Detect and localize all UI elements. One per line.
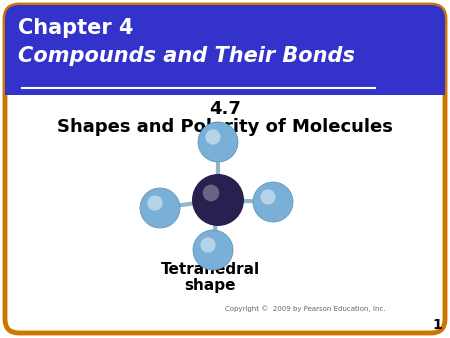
FancyBboxPatch shape — [5, 5, 445, 95]
Bar — [5, 79, 445, 95]
Text: Copyright ©  2009 by Pearson Education, Inc.: Copyright © 2009 by Pearson Education, I… — [225, 305, 385, 312]
Circle shape — [200, 237, 216, 252]
Text: 1: 1 — [432, 318, 442, 332]
Text: Compounds and Their Bonds: Compounds and Their Bonds — [18, 46, 355, 66]
Text: shape: shape — [184, 278, 236, 293]
Circle shape — [205, 129, 220, 145]
Circle shape — [193, 230, 233, 270]
Circle shape — [140, 188, 180, 228]
Circle shape — [192, 174, 244, 226]
FancyBboxPatch shape — [5, 5, 445, 333]
Circle shape — [253, 182, 293, 222]
Circle shape — [261, 189, 275, 204]
Circle shape — [198, 122, 238, 162]
Circle shape — [148, 195, 162, 211]
Text: Tetrahedral: Tetrahedral — [161, 262, 260, 277]
Text: 4.7: 4.7 — [209, 100, 241, 118]
Circle shape — [202, 185, 219, 201]
Text: Chapter 4: Chapter 4 — [18, 18, 134, 38]
Text: Shapes and Polarity of Molecules: Shapes and Polarity of Molecules — [57, 118, 393, 136]
